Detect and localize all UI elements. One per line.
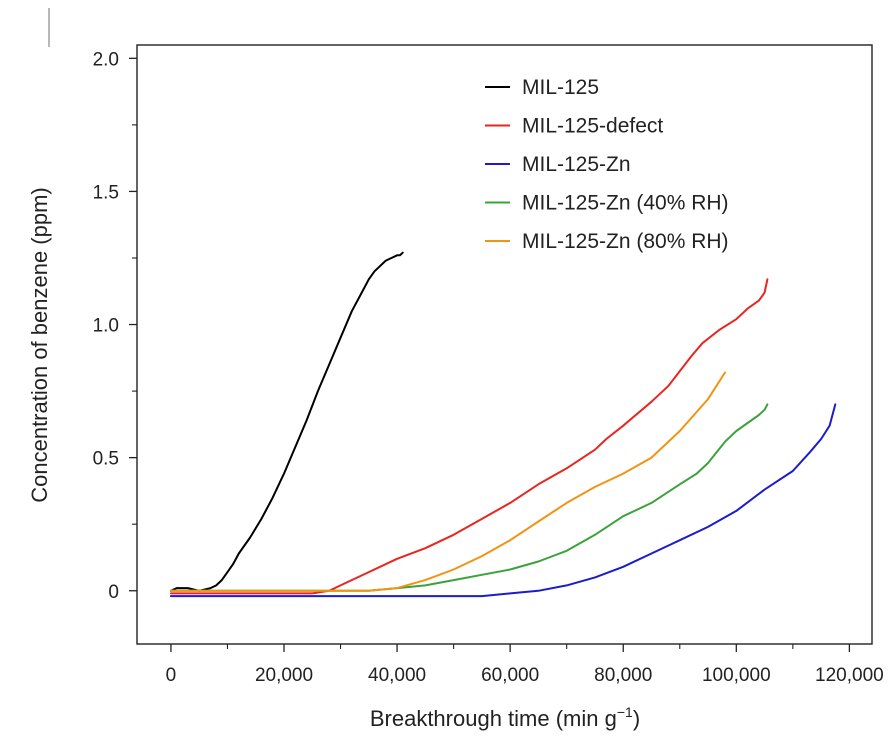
series-line-3 xyxy=(169,403,837,598)
y-tick-label: 1.0 xyxy=(93,316,119,337)
series-line-1 xyxy=(169,251,404,592)
series-line-5 xyxy=(169,371,726,592)
axis-tick-labels: 0 20,000 40,000 60,000 80,000 100,000 120,000 0… xyxy=(93,49,884,686)
x-axis-title-end: ) xyxy=(633,706,640,731)
x-tick-label: 0 xyxy=(166,665,177,686)
x-tick-label: 60,000 xyxy=(481,665,539,686)
series-lines xyxy=(169,251,837,598)
legend-label: MIL-125-Zn xyxy=(522,153,631,176)
x-tick-label: 20,000 xyxy=(255,665,313,686)
y-tick-label: 0 xyxy=(108,582,119,603)
y-axis-title: Concentration of benzene (ppm) xyxy=(27,187,52,503)
series-line-2 xyxy=(169,278,769,595)
legend-label: MIL-125 xyxy=(522,76,599,99)
y-tick-label: 0.5 xyxy=(93,449,119,470)
legend-label: MIL-125-Zn (80% RH) xyxy=(522,230,729,253)
x-tick-label: 80,000 xyxy=(594,665,652,686)
x-tick-label: 40,000 xyxy=(368,665,426,686)
x-tick-label: 120,000 xyxy=(815,665,884,686)
y-tick-label: 2.0 xyxy=(93,49,119,70)
plot-frame xyxy=(136,44,873,645)
y-tick-label: 1.5 xyxy=(93,182,119,203)
axis-ticks xyxy=(129,57,851,652)
legend-label: MIL-125-Zn (40% RH) xyxy=(522,192,729,215)
x-axis-title-main: Breakthrough time (min g xyxy=(370,706,617,731)
x-tick-label: 100,000 xyxy=(702,665,771,686)
x-axis-title-superscript: −1 xyxy=(617,704,633,720)
legend-label: MIL-125-defect xyxy=(522,115,663,138)
x-axis-title: Breakthrough time (min g−1) xyxy=(370,704,640,731)
chart-legend: MIL-125 MIL-125-defect MIL-125-Zn MIL-125-Z… xyxy=(485,76,729,253)
